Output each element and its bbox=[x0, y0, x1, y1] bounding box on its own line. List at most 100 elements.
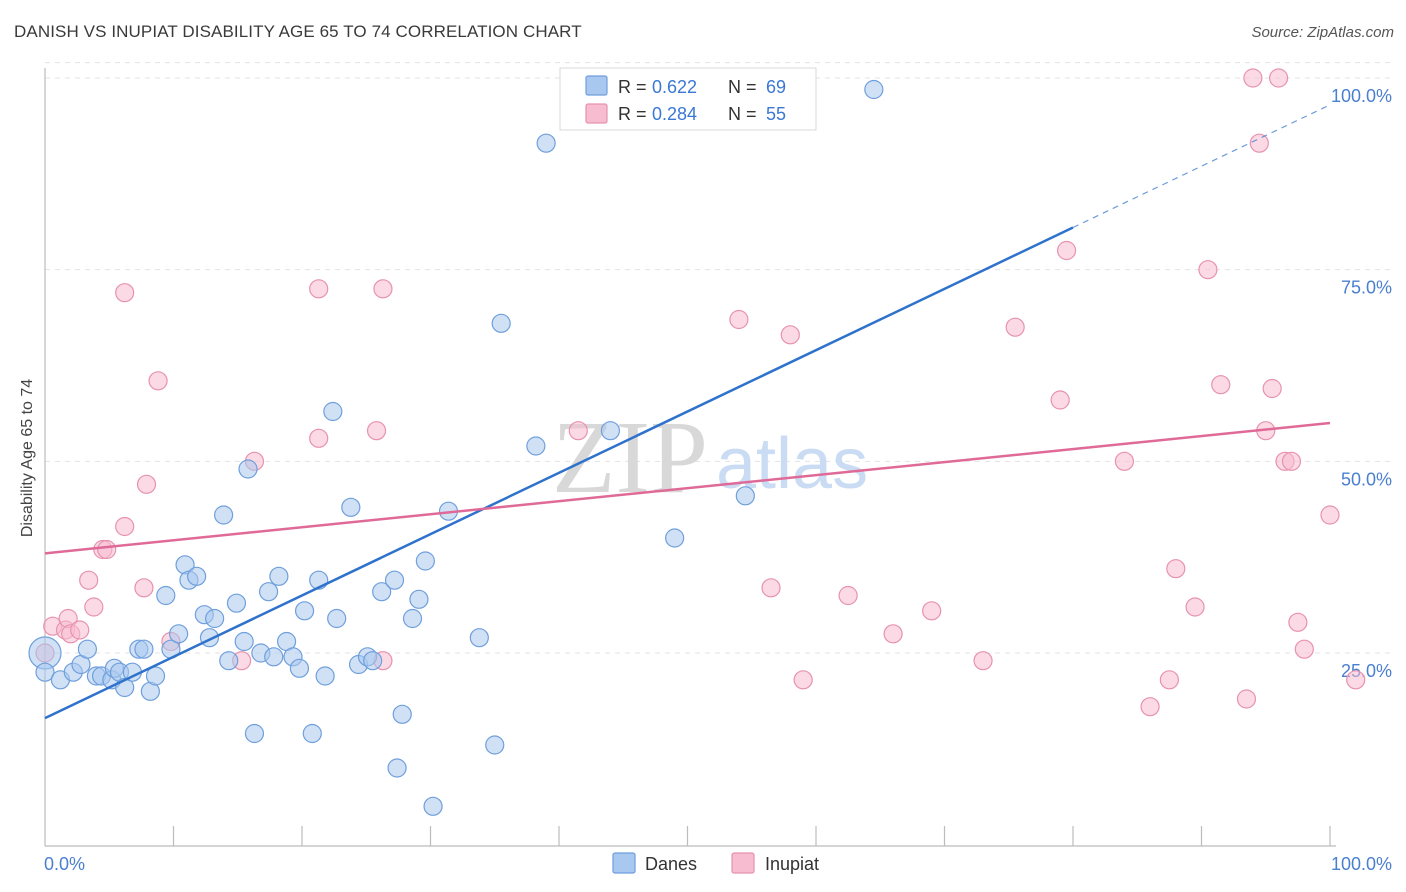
danes-point-34 bbox=[264, 647, 284, 667]
inupiat-point-23 bbox=[568, 421, 588, 441]
inupiat-point-52 bbox=[1320, 505, 1340, 525]
inupiat-point-21 bbox=[373, 279, 393, 299]
danes-point-52 bbox=[392, 704, 412, 724]
x-tick-label-min: 0.0% bbox=[44, 854, 85, 874]
inupiat-point-19 bbox=[309, 428, 329, 448]
danes-point-55 bbox=[415, 551, 435, 571]
inupiat-point-28 bbox=[838, 585, 858, 606]
inupiat-point-38 bbox=[1166, 559, 1186, 579]
danes-point-48 bbox=[363, 651, 383, 671]
inupiat-point-18 bbox=[309, 279, 329, 299]
legend-swatch-danes bbox=[585, 75, 608, 96]
bottom-legend-swatch-inupiat bbox=[731, 852, 755, 874]
inupiat-point-43 bbox=[1243, 68, 1263, 88]
legend-inupiat-n-label: N = bbox=[728, 104, 757, 124]
trendline-danes-extension bbox=[1072, 104, 1331, 229]
inupiat-point-53 bbox=[1346, 670, 1366, 690]
inupiat-point-50 bbox=[1288, 612, 1308, 632]
inupiat-point-37 bbox=[1159, 670, 1179, 690]
inupiat-point-12 bbox=[134, 578, 154, 598]
watermark-zip: ZIP bbox=[552, 400, 708, 515]
inupiat-point-27 bbox=[793, 670, 813, 690]
danes-point-22 bbox=[187, 566, 207, 586]
inupiat-point-14 bbox=[148, 371, 168, 391]
danes-point-25 bbox=[205, 608, 225, 629]
legend-danes-n-value: 69 bbox=[766, 77, 786, 97]
bottom-legend-label-inupiat: Inupiat bbox=[765, 854, 819, 874]
inupiat-point-44 bbox=[1249, 133, 1269, 153]
series-danes-points bbox=[28, 68, 884, 816]
danes-point-44 bbox=[327, 608, 347, 629]
danes-point-45 bbox=[341, 497, 361, 517]
danes-point-49 bbox=[372, 582, 392, 602]
danes-point-29 bbox=[234, 631, 254, 652]
bottom-legend-label-danes: Danes bbox=[645, 854, 697, 874]
danes-point-53 bbox=[402, 608, 423, 629]
bottom-legend-swatch-danes bbox=[612, 852, 636, 874]
danes-point-60 bbox=[491, 313, 511, 333]
inupiat-point-20 bbox=[366, 421, 387, 441]
chart-title: DANISH VS INUPIAT DISABILITY AGE 65 TO 7… bbox=[14, 22, 582, 41]
series-inupiat-points bbox=[35, 68, 1366, 717]
trendline-danes bbox=[44, 226, 1074, 720]
legend-danes-r-label: R = bbox=[618, 77, 647, 97]
inupiat-point-36 bbox=[1140, 697, 1160, 717]
danes-point-28 bbox=[226, 593, 247, 613]
danes-point-59 bbox=[485, 735, 505, 755]
danes-point-61 bbox=[526, 436, 546, 456]
danes-point-64 bbox=[665, 528, 685, 548]
danes-point-51 bbox=[387, 758, 407, 778]
y-tick-labels: 25.0%50.0%75.0%100.0% bbox=[1331, 86, 1392, 681]
inupiat-point-40 bbox=[1198, 260, 1218, 280]
danes-point-56 bbox=[423, 796, 443, 816]
danes-point-68 bbox=[864, 79, 884, 100]
danes-point-62 bbox=[536, 133, 556, 153]
x-ticks bbox=[172, 826, 1331, 846]
danes-point-17 bbox=[156, 585, 176, 606]
x-tick-label-max: 100.0% bbox=[1331, 854, 1392, 874]
watermark: ZIP atlas bbox=[552, 400, 868, 515]
inupiat-point-42 bbox=[1236, 689, 1257, 709]
inupiat-point-39 bbox=[1185, 597, 1205, 617]
inupiat-point-11 bbox=[115, 283, 135, 303]
trendlines bbox=[44, 104, 1331, 720]
legend-swatch-inupiat bbox=[585, 103, 608, 124]
danes-point-19 bbox=[169, 624, 189, 644]
inupiat-point-47 bbox=[1268, 68, 1289, 88]
danes-point-14 bbox=[134, 639, 154, 659]
danes-point-43 bbox=[323, 401, 343, 422]
inupiat-point-24 bbox=[729, 309, 749, 330]
legend-inupiat-r-value: 0.284 bbox=[652, 104, 697, 124]
y-tick-label-75: 75.0% bbox=[1341, 278, 1392, 298]
inupiat-point-49 bbox=[1281, 451, 1302, 471]
y-tick-label-100: 100.0% bbox=[1331, 86, 1392, 106]
inupiat-point-32 bbox=[1005, 317, 1025, 337]
inupiat-point-31 bbox=[973, 651, 993, 671]
danes-point-40 bbox=[302, 723, 322, 744]
danes-point-38 bbox=[289, 658, 310, 678]
legend-danes-n-label: N = bbox=[728, 77, 757, 97]
y-tick-label-50: 50.0% bbox=[1341, 469, 1392, 489]
inupiat-point-34 bbox=[1056, 240, 1077, 261]
inupiat-point-46 bbox=[1262, 378, 1282, 399]
danes-point-1 bbox=[35, 662, 55, 682]
legend-box: R = 0.622 N = 69 R = 0.284 N = 55 bbox=[559, 67, 817, 131]
danes-point-54 bbox=[409, 589, 429, 609]
danes-point-42 bbox=[315, 666, 335, 686]
inupiat-point-25 bbox=[761, 578, 781, 598]
danes-point-39 bbox=[294, 601, 315, 621]
inupiat-point-30 bbox=[922, 601, 942, 621]
inupiat-point-26 bbox=[780, 325, 800, 345]
danes-point-63 bbox=[600, 421, 621, 441]
danes-point-35 bbox=[269, 566, 289, 586]
danes-point-33 bbox=[258, 582, 279, 602]
inupiat-point-5 bbox=[70, 620, 90, 640]
inupiat-point-6 bbox=[79, 570, 99, 590]
inupiat-point-41 bbox=[1211, 375, 1231, 395]
inupiat-point-35 bbox=[1114, 451, 1135, 471]
danes-point-5 bbox=[77, 639, 98, 659]
danes-point-67 bbox=[735, 486, 755, 506]
source-label: Source: ZipAtlas.com bbox=[1251, 24, 1394, 41]
axes bbox=[44, 68, 1336, 847]
